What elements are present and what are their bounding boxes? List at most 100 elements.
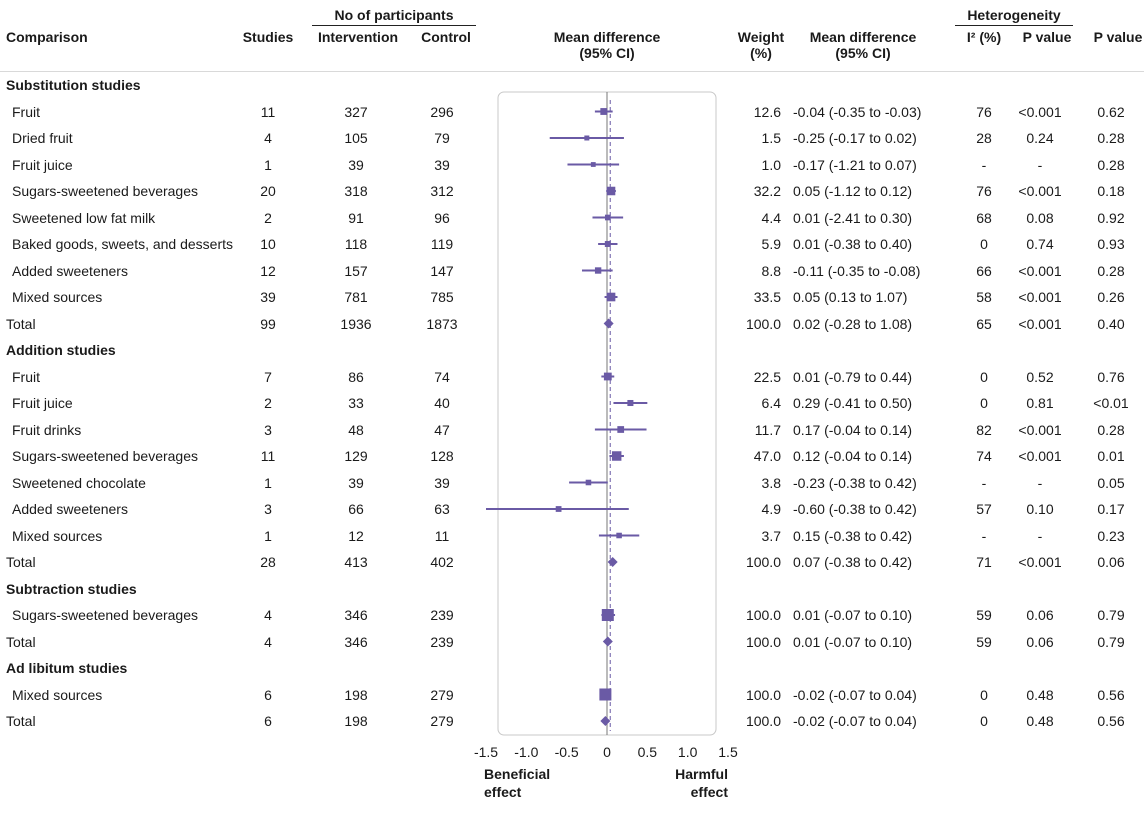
point-estimate-marker: [627, 399, 634, 407]
comparison-label: Sweetened chocolate: [12, 474, 146, 491]
mean-difference-ci: 0.15 (-0.38 to 0.42): [793, 527, 913, 544]
i2-value: 0: [980, 686, 988, 703]
intervention-count: 318: [344, 183, 368, 199]
heterogeneity-p-value: <0.001: [1018, 103, 1062, 120]
point-estimate-marker: [585, 479, 592, 486]
i2-value: -: [981, 156, 987, 173]
mean-difference-ci: 0.02 (-0.28 to 1.08): [793, 315, 913, 332]
weight-value: 3.7: [761, 527, 781, 544]
p-value: 0.56: [1097, 713, 1125, 729]
intervention-count: 39: [348, 474, 364, 491]
point-estimate-marker: [616, 532, 622, 539]
header-intervention: Intervention: [317, 29, 399, 45]
heterogeneity-p-value: 0.52: [1026, 368, 1054, 385]
mean-difference-ci: -0.04 (-0.35 to -0.03): [793, 103, 922, 120]
i2-value: -: [981, 474, 987, 491]
point-estimate-marker: [603, 372, 612, 381]
heterogeneity-p-value: 0.10: [1026, 501, 1054, 517]
p-value: 0.26: [1097, 289, 1125, 305]
i2-value: 71: [976, 554, 992, 570]
x-axis-tick-label: 1.5: [718, 744, 738, 760]
weight-value: 12.6: [753, 103, 781, 120]
p-value: 0.62: [1097, 103, 1125, 120]
intervention-count: 157: [344, 262, 368, 279]
total-row-label: Total: [6, 633, 36, 650]
intervention-count: 105: [344, 130, 368, 146]
p-value: 0.28: [1097, 262, 1125, 279]
pooled-estimate-diamond: [600, 716, 611, 726]
control-count: 279: [430, 713, 454, 729]
i2-value: 28: [976, 130, 992, 146]
control-count: 296: [430, 103, 454, 120]
mean-difference-ci: 0.17 (-0.04 to 0.14): [793, 421, 913, 438]
comparison-label: Fruit juice: [12, 156, 73, 173]
control-count: 79: [434, 130, 450, 146]
control-count: 402: [430, 554, 454, 570]
weight-value: 100.0: [745, 315, 781, 332]
participants-group-rule: [312, 25, 476, 26]
weight-value: 100.0: [745, 686, 781, 703]
total-row-label: Total: [6, 554, 36, 570]
studies-count: 11: [260, 103, 276, 120]
header-weight: Weight: [737, 29, 785, 45]
weight-value: 32.2: [753, 183, 781, 199]
weight-value: 6.4: [761, 395, 781, 411]
studies-count: 10: [260, 236, 276, 252]
control-count: 785: [430, 289, 454, 305]
heterogeneity-rule: [955, 25, 1073, 26]
studies-count: 4: [264, 607, 272, 623]
p-value: 0.79: [1097, 633, 1125, 650]
i2-value: 82: [976, 421, 992, 438]
point-estimate-marker: [601, 609, 614, 621]
point-estimate-marker: [611, 451, 622, 461]
intervention-count: 48: [348, 421, 364, 438]
point-estimate-marker: [584, 135, 590, 141]
point-estimate-marker: [555, 506, 562, 512]
i2-value: 68: [976, 209, 992, 226]
mean-difference-ci: -0.25 (-0.17 to 0.02): [793, 130, 917, 146]
comparison-label: Mixed sources: [12, 289, 103, 305]
section-heading: Substitution studies: [6, 77, 141, 93]
intervention-count: 346: [344, 607, 368, 623]
heterogeneity-p-value: -: [1037, 474, 1043, 491]
intervention-count: 91: [348, 209, 364, 226]
comparison-label: Sweetened low fat milk: [12, 209, 156, 226]
studies-count: 1: [264, 527, 272, 544]
weight-value: 11.7: [754, 421, 781, 438]
p-value: 0.28: [1097, 130, 1125, 146]
heterogeneity-p-value: 0.48: [1026, 713, 1054, 729]
x-axis-tick-label: -1.0: [514, 744, 539, 760]
i2-value: 0: [980, 236, 988, 252]
comparison-label: Added sweeteners: [12, 262, 128, 279]
p-value: 0.18: [1097, 183, 1125, 199]
mean-difference-ci: -0.02 (-0.07 to 0.04): [793, 713, 917, 729]
intervention-count: 33: [348, 395, 364, 411]
studies-count: 3: [264, 421, 272, 438]
total-row-label: Total: [6, 315, 36, 332]
p-value: 0.05: [1097, 474, 1125, 491]
header-heterogeneity: Heterogeneity: [967, 7, 1061, 23]
studies-count: 99: [260, 315, 276, 332]
studies-count: 11: [260, 448, 276, 464]
header-md: Mean difference: [809, 29, 917, 45]
weight-value: 4.9: [761, 501, 781, 517]
control-count: 128: [430, 448, 454, 464]
intervention-count: 118: [344, 236, 368, 252]
point-estimate-marker: [590, 162, 596, 167]
mean-difference-ci: -0.23 (-0.38 to 0.42): [793, 474, 917, 491]
studies-count: 7: [264, 368, 272, 385]
control-count: 47: [434, 421, 450, 438]
weight-value: 100.0: [745, 607, 781, 623]
intervention-count: 12: [348, 527, 364, 544]
heterogeneity-p-value: 0.74: [1026, 236, 1054, 252]
harmful-effect-label: Harmful effect: [675, 766, 728, 800]
studies-count: 1: [264, 156, 272, 173]
heterogeneity-p-value: <0.001: [1018, 448, 1062, 464]
p-value: 0.23: [1097, 527, 1125, 544]
section-heading: Addition studies: [6, 342, 116, 358]
heterogeneity-p-value: 0.81: [1026, 395, 1054, 411]
comparison-label: Dried fruit: [12, 130, 73, 146]
beneficial-effect-label: Beneficial effect: [484, 766, 551, 800]
point-estimate-marker: [599, 688, 612, 701]
